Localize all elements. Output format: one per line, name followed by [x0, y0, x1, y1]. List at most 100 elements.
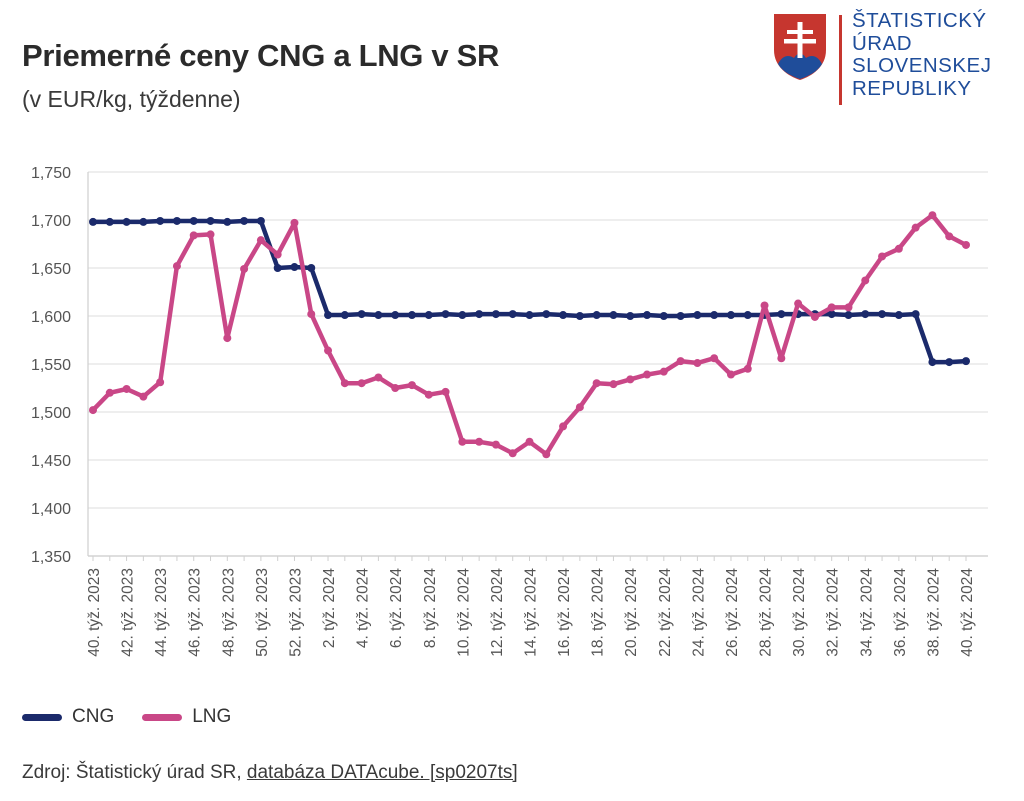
logo-line: ŠTATISTICKÝ: [852, 9, 987, 32]
data-point-lng: [861, 276, 870, 285]
data-point-lng: [911, 223, 920, 232]
x-tick-label: 2. týž. 2024: [321, 568, 338, 649]
data-point-cng: [508, 310, 517, 319]
data-point-lng: [223, 334, 232, 343]
data-point-cng: [122, 217, 131, 226]
data-point-lng: [89, 406, 97, 415]
data-point-cng: [559, 311, 568, 320]
data-point-lng: [172, 262, 181, 271]
x-tick-label: 4. týž. 2024: [355, 568, 372, 649]
data-point-cng: [357, 310, 366, 319]
x-tick-label: 14. týž. 2024: [523, 568, 540, 657]
data-point-cng: [878, 310, 887, 319]
logo-divider: [839, 15, 842, 105]
data-point-cng: [89, 217, 97, 226]
data-point-cng: [592, 311, 601, 320]
logo-line: SLOVENSKEJ: [852, 54, 992, 77]
x-tick-label: 20. týž. 2024: [623, 568, 640, 657]
data-point-lng: [659, 367, 668, 376]
legend-label-lng: LNG: [192, 706, 232, 727]
data-point-lng: [105, 388, 114, 397]
source-prefix: Zdroj: Štatistický úrad SR,: [22, 762, 247, 783]
data-point-lng: [374, 373, 383, 382]
y-tick-label: 1,700: [31, 213, 71, 230]
data-point-cng: [525, 311, 534, 320]
data-point-lng: [726, 370, 735, 379]
legend-swatch-lng: [142, 713, 183, 721]
logo-wordmark: ŠTATISTICKÝ ÚRAD SLOVENSKEJ REPUBLIKY: [852, 9, 992, 100]
x-tick-label: 8. týž. 2024: [422, 568, 439, 649]
data-point-lng: [676, 357, 685, 366]
data-point-cng: [424, 311, 433, 320]
data-point-cng: [206, 216, 215, 225]
data-point-cng: [458, 311, 467, 320]
data-point-lng: [290, 218, 299, 227]
series-line-cng: [90, 218, 969, 365]
data-point-lng: [743, 364, 752, 373]
x-tick-label: 36. týž. 2024: [892, 568, 909, 657]
y-tick-label: 1,600: [31, 309, 71, 326]
data-point-lng: [945, 232, 954, 241]
data-point-lng: [559, 422, 568, 431]
data-point-lng: [894, 244, 903, 253]
x-tick-label: 12. týž. 2024: [489, 568, 506, 657]
legend-item-cng[interactable]: CNG: [22, 706, 114, 728]
chart-subtitle: (v EUR/kg, týždenne): [22, 86, 241, 112]
data-point-lng: [592, 379, 601, 388]
data-point-lng: [844, 303, 853, 312]
data-point-cng: [290, 263, 299, 272]
y-tick-label: 1,750: [31, 165, 71, 182]
y-tick-label: 1,550: [31, 357, 71, 374]
data-point-lng: [256, 236, 265, 245]
data-point-cng: [542, 310, 551, 319]
x-tick-label: 18. týž. 2024: [590, 568, 607, 657]
x-tick-label: 6. týž. 2024: [388, 568, 405, 649]
data-point-cng: [441, 310, 450, 319]
data-point-lng: [458, 437, 467, 446]
data-point-lng: [340, 379, 349, 388]
data-point-cng: [894, 311, 903, 320]
y-tick-label: 1,650: [31, 261, 71, 278]
data-point-lng: [156, 378, 165, 387]
chart-legend: CNG LNG: [22, 706, 259, 728]
data-point-cng: [726, 311, 735, 320]
source-note: Zdroj: Štatistický úrad SR, databáza DAT…: [22, 762, 518, 784]
data-point-lng: [273, 250, 282, 259]
x-tick-label: 38. týž. 2024: [925, 568, 942, 657]
data-point-cng: [659, 312, 668, 320]
logo-line: REPUBLIKY: [852, 76, 972, 100]
data-point-cng: [491, 310, 500, 319]
x-tick-label: 30. týž. 2024: [791, 568, 808, 657]
data-point-lng: [962, 240, 970, 249]
data-point-cng: [475, 310, 484, 319]
y-tick-label: 1,500: [31, 405, 71, 422]
data-point-cng: [340, 311, 349, 320]
data-point-cng: [609, 311, 618, 320]
data-point-cng: [844, 311, 853, 320]
legend-item-lng[interactable]: LNG: [142, 706, 231, 728]
data-point-lng: [240, 264, 249, 273]
line-chart: 1,350 1,400 1,450 1,500 1,550 1,600 1,650 1,700…: [31, 165, 988, 657]
x-tick-label: 10. týž. 2024: [455, 568, 472, 657]
legend-swatch-cng: [22, 713, 62, 721]
data-point-lng: [307, 310, 316, 319]
data-point-cng: [743, 311, 752, 320]
x-tick-label: 40. týž. 2023: [86, 568, 103, 657]
data-point-cng: [928, 358, 937, 367]
datacube-link[interactable]: databáza DATAcube. [sp0207ts]: [246, 762, 518, 783]
data-point-cng: [575, 312, 584, 320]
data-point-lng: [324, 346, 333, 355]
x-tick-label: 42. týž. 2023: [120, 568, 137, 657]
data-point-cng: [676, 312, 685, 320]
data-point-cng: [172, 216, 181, 225]
x-tick-label: 32. týž. 2024: [825, 568, 842, 657]
x-tick-label: 40. týž. 2024: [959, 568, 976, 657]
series-line-lng: [90, 212, 969, 457]
data-point-cng: [710, 311, 719, 320]
data-point-lng: [189, 231, 198, 240]
data-point-lng: [609, 380, 618, 389]
data-point-cng: [861, 310, 870, 319]
data-point-cng: [139, 217, 148, 226]
data-point-lng: [357, 379, 366, 388]
y-axis-ticks: 1,350 1,400 1,450 1,500 1,550 1,600 1,650 1,700…: [31, 165, 71, 566]
